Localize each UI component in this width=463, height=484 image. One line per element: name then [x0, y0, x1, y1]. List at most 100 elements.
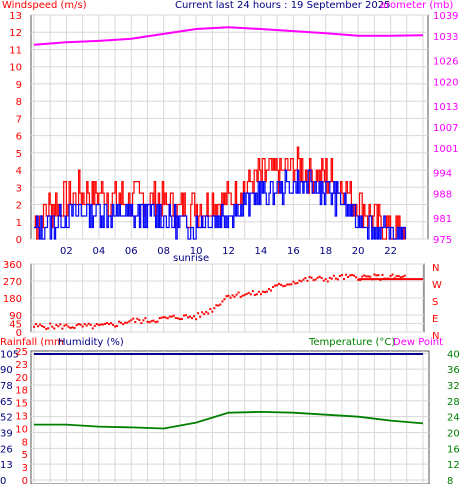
direction-point [215, 304, 218, 307]
windspeed-tick-label: 10 [9, 63, 22, 74]
average-wind-series-line [34, 169, 406, 240]
direction-point [205, 310, 208, 313]
direction-tick-label: 270 [3, 277, 22, 288]
direction-point [403, 274, 406, 277]
direction-point [193, 315, 196, 318]
direction-point [33, 325, 35, 328]
direction-point [363, 274, 366, 277]
direction-point [105, 321, 108, 324]
direction-point [263, 291, 266, 294]
direction-point [61, 327, 64, 330]
rainfall-tick-label: 18 [15, 386, 28, 397]
direction-point [225, 295, 228, 298]
windspeed-tick-label: 5 [16, 149, 22, 160]
direction-point [231, 294, 234, 297]
direction-point [401, 275, 404, 278]
direction-point [150, 320, 153, 323]
direction-point [134, 320, 137, 323]
direction-point [201, 311, 204, 314]
direction-point [268, 288, 271, 291]
direction-point [126, 321, 129, 324]
direction-point [245, 292, 248, 295]
direction-point [274, 284, 277, 287]
rainfall-tick-label: 8 [22, 437, 28, 448]
direction-point [227, 294, 230, 297]
direction-point [75, 324, 78, 327]
hour-tick-label: 08 [157, 246, 170, 257]
hour-tick-label: 06 [125, 246, 138, 257]
direction-point [45, 328, 48, 331]
hour-tick-label: 02 [60, 246, 73, 257]
direction-point [95, 323, 98, 326]
direction-tick-label: 360 [3, 260, 22, 271]
direction-point [116, 325, 119, 328]
direction-point [142, 319, 145, 322]
direction-point [180, 317, 183, 320]
direction-point [233, 295, 236, 298]
direction-point [122, 323, 125, 326]
direction-point [186, 316, 189, 319]
direction-point [43, 326, 46, 329]
direction-point [79, 323, 82, 326]
temperature-tick-label: 8 [447, 476, 453, 484]
direction-point [310, 276, 313, 279]
direction-point [229, 296, 232, 299]
direction-point [255, 293, 258, 296]
rainfall-tick-label: 13 [15, 412, 28, 423]
direction-point [261, 290, 264, 293]
direction-point [253, 294, 256, 297]
direction-point [41, 325, 44, 328]
humidity-tick-label: 39 [0, 429, 13, 440]
direction-point [144, 317, 147, 320]
temp-panel-frame [30, 350, 430, 484]
rainfall-tick-label: 23 [15, 360, 28, 371]
temperature-tick-label: 16 [447, 444, 460, 455]
direction-point [209, 308, 212, 311]
temperature-tick-label: 12 [447, 460, 460, 471]
direction-point [87, 322, 90, 325]
direction-point [326, 280, 329, 283]
direction-point [124, 321, 127, 324]
direction-point [265, 290, 268, 293]
direction-point [243, 293, 246, 296]
direction-point [89, 323, 92, 326]
temperature-tick-label: 28 [447, 397, 460, 408]
direction-point [207, 312, 210, 315]
direction-point [272, 286, 275, 289]
humidity-tick-label: 78 [0, 381, 13, 392]
rainfall-tick-label: 5 [22, 450, 28, 461]
windspeed-tick-label: 9 [16, 80, 22, 91]
direction-point [158, 317, 161, 320]
direction-point [140, 322, 143, 325]
hour-tick-label: 18 [319, 246, 332, 257]
temperature-tick-label: 24 [447, 413, 460, 424]
direction-point [351, 273, 354, 276]
direction-point [334, 277, 337, 280]
direction-point [59, 323, 62, 326]
direction-point [35, 323, 38, 326]
chart-title: Current last 24 hours : 19 September 202… [175, 0, 391, 11]
direction-point [199, 315, 202, 318]
direction-point [270, 289, 273, 292]
direction-point [107, 323, 110, 326]
direction-point [83, 323, 86, 326]
direction-point [397, 275, 400, 278]
dewpoint-label: Dew Point [393, 337, 443, 348]
direction-point [395, 275, 398, 278]
direction-point [304, 277, 307, 280]
direction-point [162, 316, 165, 319]
direction-point [49, 322, 52, 325]
direction-point [320, 277, 323, 280]
direction-point [294, 282, 297, 285]
rainfall-label: Rainfall (mm [0, 337, 64, 348]
direction-point [318, 275, 321, 278]
direction-point [120, 321, 123, 324]
rainfall-tick-label: 0 [22, 476, 28, 484]
direction-point [251, 290, 254, 293]
compass-label: N [432, 263, 439, 274]
direction-point [292, 280, 295, 283]
barometer-series-line [33, 26, 424, 46]
direction-point [213, 307, 216, 310]
temperature-tick-label: 32 [447, 381, 460, 392]
